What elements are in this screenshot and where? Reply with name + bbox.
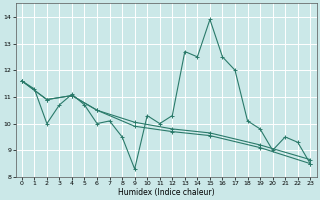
X-axis label: Humidex (Indice chaleur): Humidex (Indice chaleur) [118, 188, 214, 197]
